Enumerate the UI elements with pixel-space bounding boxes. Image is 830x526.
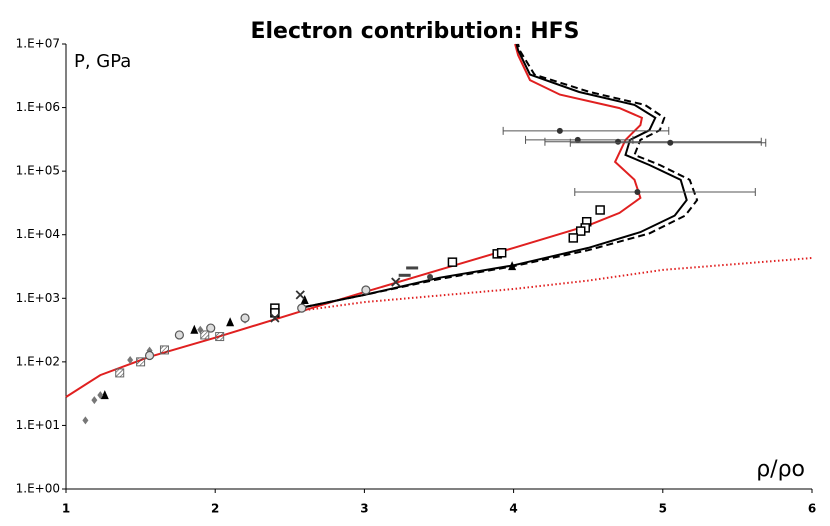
- y-tick-label: 1.E+04: [16, 227, 60, 241]
- y-axis-label: P, GPa: [74, 51, 131, 72]
- marker-circle: [174, 330, 184, 340]
- marker-diamond: [127, 355, 134, 364]
- marker-diamond: [91, 396, 98, 405]
- marker-diamond: [97, 391, 104, 400]
- y-tick-label: 1.E+00: [16, 482, 60, 496]
- marker-triangle: [190, 324, 199, 334]
- y-tick-label: 1.E+02: [16, 354, 60, 368]
- marker-dash: [406, 266, 419, 270]
- line-series: [304, 257, 813, 312]
- marker-hatched: [115, 368, 125, 378]
- marker-circle: [361, 285, 371, 295]
- marker-hatched: [159, 345, 169, 355]
- marker-square: [447, 257, 458, 267]
- y-tick-label: 1.E+07: [16, 37, 60, 51]
- y-tick-label: 1.E+05: [16, 164, 60, 178]
- marker-circle: [297, 303, 307, 313]
- marker-hatched: [215, 332, 225, 342]
- chart-title: Electron contribution: HFS: [250, 19, 579, 44]
- marker-dot: [615, 138, 622, 145]
- x-tick-label: 3: [360, 502, 368, 516]
- marker-dot: [556, 127, 563, 134]
- x-tick-label: 4: [509, 502, 517, 516]
- marker-dot: [634, 188, 641, 195]
- error-bar: [574, 187, 756, 196]
- error-bar: [544, 137, 762, 146]
- y-tick-label: 1.E+06: [16, 100, 60, 114]
- marker-square: [496, 248, 507, 258]
- marker-dash: [398, 273, 411, 277]
- marker-cross: [295, 290, 305, 300]
- marker-hatched: [136, 357, 146, 367]
- x-tick-label: 1: [62, 502, 70, 516]
- marker-triangle: [226, 317, 235, 327]
- marker-circle: [206, 323, 216, 333]
- marker-square: [568, 233, 579, 243]
- x-tick-label: 6: [808, 502, 816, 516]
- marker-dot: [427, 274, 434, 281]
- x-tick-label: 2: [211, 502, 219, 516]
- marker-triangle: [300, 294, 309, 304]
- marker-dot: [667, 139, 674, 146]
- marker-diamond: [82, 416, 89, 425]
- line-series: [304, 43, 699, 308]
- x-axis-label: ρ/ρo: [756, 457, 805, 482]
- marker-circle: [240, 313, 250, 323]
- marker-cross: [270, 313, 280, 323]
- marker-triangle: [508, 261, 517, 271]
- y-tick-label: 1.E+03: [16, 291, 60, 305]
- marker-square: [595, 205, 605, 215]
- marker-square: [575, 226, 586, 236]
- marker-triangle: [100, 390, 109, 400]
- x-tick-label: 5: [659, 502, 667, 516]
- line-series: [65, 43, 644, 398]
- marker-circle: [144, 350, 155, 361]
- marker-cross: [391, 277, 401, 287]
- marker-hatched: [200, 330, 210, 340]
- error-bar: [502, 126, 670, 135]
- y-tick-label: 1.E+01: [16, 418, 60, 432]
